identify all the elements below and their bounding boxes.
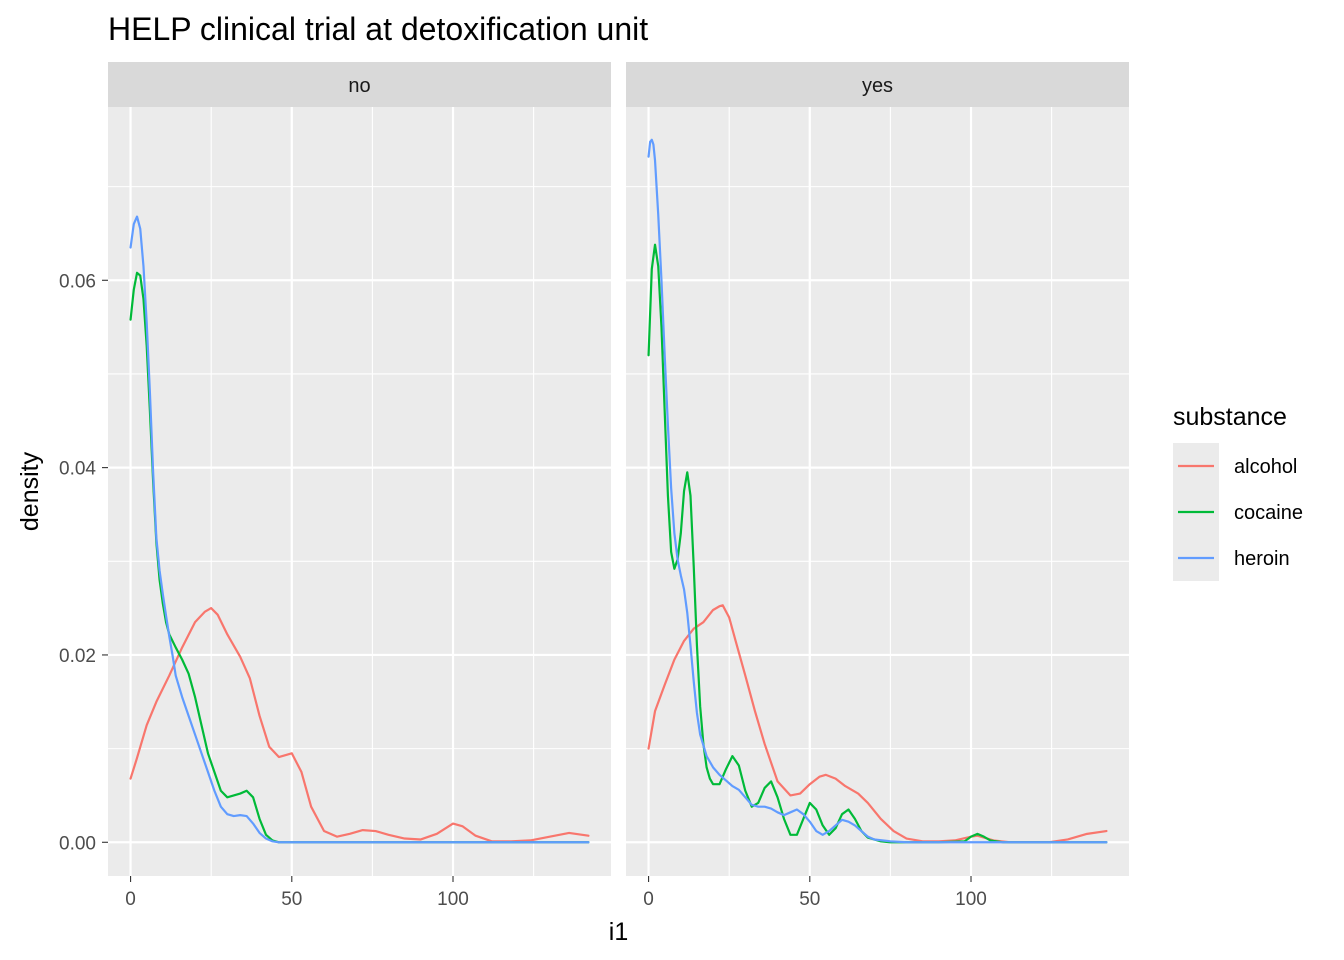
facet-strip [626,62,1129,107]
legend-title: substance [1173,403,1287,431]
facet-panels: no 0 50 100 yes 0 50 100 0.00 0.02 0.04 0.06 [59,62,1129,910]
legend-label-cocaine: cocaine [1234,502,1303,524]
x-tick-label: 50 [799,889,820,910]
x-tick-label: 50 [281,889,302,910]
panel-background [626,107,1129,876]
y-tick-label: 0.02 [59,646,96,667]
legend-label-heroin: heroin [1234,548,1290,570]
legend: substance alcohol cocaine heroin [1173,403,1303,581]
facet-panel-no: no 0 50 100 [108,62,611,910]
x-tick-label: 0 [125,889,136,910]
y-axis-title: density [16,451,44,531]
legend-label-alcohol: alcohol [1234,456,1297,478]
y-tick-label: 0.04 [59,459,96,480]
density-line-heroin [129,215,590,844]
x-tick-label: 100 [955,889,987,910]
chart-title: HELP clinical trial at detoxification un… [108,11,648,47]
y-tick-label: 0.06 [59,271,96,292]
x-tick-label: 100 [437,889,469,910]
legend-items: alcohol cocaine heroin [1178,456,1303,570]
x-axis-title: i1 [609,918,628,946]
density-line-heroin [647,138,1108,844]
facet-strip [108,62,611,107]
y-tick-label: 0.00 [59,833,96,854]
density-line-alcohol [129,607,590,843]
x-tick-label: 0 [643,889,654,910]
facet-strip-label: no [348,75,370,97]
facet-strip-label: yes [862,75,893,97]
facet-panel-yes: yes 0 50 100 [626,62,1129,910]
panel-background [108,107,611,876]
